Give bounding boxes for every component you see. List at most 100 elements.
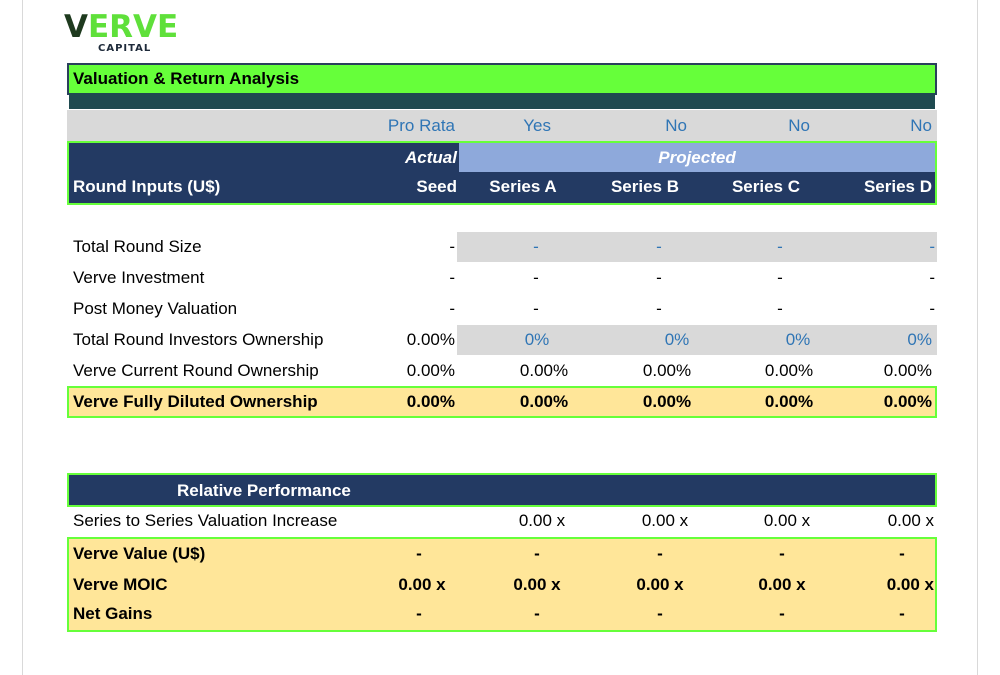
- relative-performance-header: Relative Performance: [67, 473, 937, 507]
- cell-series-b: -: [657, 544, 663, 563]
- cell-series-a: 0.00%: [519, 361, 569, 380]
- cell-series-b: 0.00%: [642, 392, 692, 411]
- cell-series-b: 0.00 x: [641, 511, 689, 530]
- round-series-d: Series D: [863, 177, 932, 196]
- cell-series-a: 0.00 x: [518, 511, 566, 530]
- table-row-net-gains: Net Gains - - - - -: [69, 599, 935, 629]
- actual-label: Actual: [405, 147, 457, 167]
- table-row-verve-fully-diluted-ownership: Verve Fully Diluted Ownership 0.00% 0.00…: [67, 386, 937, 418]
- cell-seed: 0.00 x: [398, 575, 446, 594]
- table-row-series-valuation-increase: Series to Series Valuation Increase 0.00…: [67, 506, 937, 536]
- cell-series-c: 0.00 x: [758, 575, 806, 594]
- table-row-verve-investment: Verve Investment - - - - -: [67, 263, 937, 293]
- table-row-verve-current-round-ownership: Verve Current Round Ownership 0.00% 0.00…: [67, 356, 937, 386]
- logo-subtitle: CAPITAL: [98, 43, 152, 54]
- cell-series-c: 0.00 x: [763, 511, 811, 530]
- pro-rata-series-a[interactable]: Yes: [523, 115, 551, 135]
- cell-series-c: -: [779, 544, 785, 563]
- round-series-a: Series A: [489, 177, 557, 196]
- logo-v: V: [64, 9, 88, 45]
- verve-capital-logo: VERVE CAPITAL: [64, 12, 178, 55]
- cell-series-c: -: [779, 604, 785, 623]
- cell-series-c: 0.00%: [764, 392, 814, 411]
- cell-series-d: 0.00 x: [886, 575, 934, 594]
- cell-series-b: -: [657, 604, 663, 623]
- cell-series-c[interactable]: 0%: [785, 330, 811, 349]
- cell-series-b[interactable]: 0%: [664, 330, 690, 349]
- cell-series-a: -: [533, 299, 539, 318]
- logo-wordmark: VERVE: [64, 12, 178, 43]
- round-inputs-header: Actual Projected Round Inputs (U$) Seed …: [67, 141, 937, 205]
- round-series-b: Series B: [610, 177, 680, 196]
- row-label: Total Round Size: [73, 237, 202, 256]
- cell-series-d: -: [899, 604, 905, 623]
- cell-series-c[interactable]: -: [777, 237, 783, 256]
- cell-series-c: -: [777, 268, 783, 287]
- projected-label: Projected: [658, 147, 736, 167]
- round-seed: Seed: [416, 177, 457, 196]
- table-row-verve-moic: Verve MOIC 0.00 x 0.00 x 0.00 x 0.00 x 0…: [69, 570, 935, 600]
- round-inputs-label: Round Inputs (U$): [73, 177, 221, 196]
- pro-rata-label: Pro Rata: [387, 115, 455, 135]
- cell-series-d: -: [929, 299, 935, 318]
- cell-seed: 0.00%: [406, 330, 455, 349]
- row-label: Verve Investment: [73, 268, 205, 287]
- cell-series-d: 0.00 x: [887, 511, 934, 530]
- pro-rata-series-b[interactable]: No: [665, 115, 687, 135]
- pro-rata-series-c[interactable]: No: [788, 115, 810, 135]
- cell-seed: 0.00%: [406, 361, 455, 380]
- pro-rata-row: Pro Rata Yes No No No: [67, 110, 937, 141]
- row-label: Verve Fully Diluted Ownership: [73, 392, 318, 411]
- cell-seed: [357, 506, 455, 536]
- cell-series-d[interactable]: 0%: [907, 330, 932, 349]
- round-series-c: Series C: [731, 177, 801, 196]
- cell-series-d: 0.00%: [883, 392, 932, 411]
- logo-main-text: ERVE: [88, 9, 179, 45]
- row-label: Post Money Valuation: [73, 299, 238, 318]
- right-gridline: [977, 0, 978, 675]
- cell-seed: -: [416, 604, 422, 623]
- cell-series-d[interactable]: -: [929, 237, 935, 256]
- cell-seed: 0.00%: [406, 392, 455, 411]
- cell-series-a[interactable]: -: [533, 237, 539, 256]
- row-label: Verve Current Round Ownership: [73, 361, 319, 380]
- cell-series-a: -: [534, 604, 540, 623]
- cell-seed: -: [449, 268, 455, 287]
- teal-separator: [69, 93, 935, 109]
- cell-series-a: -: [533, 268, 539, 287]
- cell-series-b: -: [656, 268, 662, 287]
- cell-seed: -: [449, 299, 455, 318]
- table-row-post-money-valuation: Post Money Valuation - - - - -: [67, 294, 937, 324]
- table-row-total-round-size: Total Round Size - - - - -: [67, 232, 937, 262]
- input-shading: [457, 325, 937, 355]
- cell-series-d: 0.00%: [883, 361, 932, 380]
- table-row-total-round-investors-ownership: Total Round Investors Ownership 0.00% 0%…: [67, 325, 937, 355]
- cell-series-b[interactable]: -: [656, 237, 662, 256]
- cell-series-b: 0.00 x: [636, 575, 684, 594]
- row-label: Verve Value (U$): [73, 544, 206, 563]
- cell-series-c: 0.00%: [764, 361, 814, 380]
- row-label: Verve MOIC: [73, 575, 168, 594]
- cell-series-b: 0.00%: [642, 361, 692, 380]
- section-title-bar: Valuation & Return Analysis: [67, 63, 937, 95]
- verve-performance-box: Verve Value (U$) - - - - - Verve MOIC 0.…: [67, 537, 937, 632]
- cell-series-a: 0.00%: [519, 392, 569, 411]
- input-shading: [457, 232, 937, 262]
- cell-series-d: -: [899, 544, 905, 563]
- left-gridline: [22, 0, 23, 675]
- cell-series-a: -: [534, 544, 540, 563]
- row-label: Series to Series Valuation Increase: [73, 511, 338, 530]
- table-row-verve-value: Verve Value (U$) - - - - -: [69, 539, 935, 569]
- cell-series-b: -: [656, 299, 662, 318]
- row-label: Total Round Investors Ownership: [73, 330, 324, 349]
- pro-rata-series-d[interactable]: No: [910, 115, 932, 135]
- row-label: Net Gains: [73, 604, 153, 623]
- cell-series-a: 0.00 x: [513, 575, 561, 594]
- cell-seed: -: [416, 544, 422, 563]
- cell-series-a[interactable]: 0%: [524, 330, 550, 349]
- cell-series-c: -: [777, 299, 783, 318]
- relative-performance-title: Relative Performance: [177, 481, 351, 500]
- projected-band: [459, 143, 935, 172]
- cell-series-d: -: [929, 268, 935, 287]
- page-title: Valuation & Return Analysis: [73, 69, 300, 88]
